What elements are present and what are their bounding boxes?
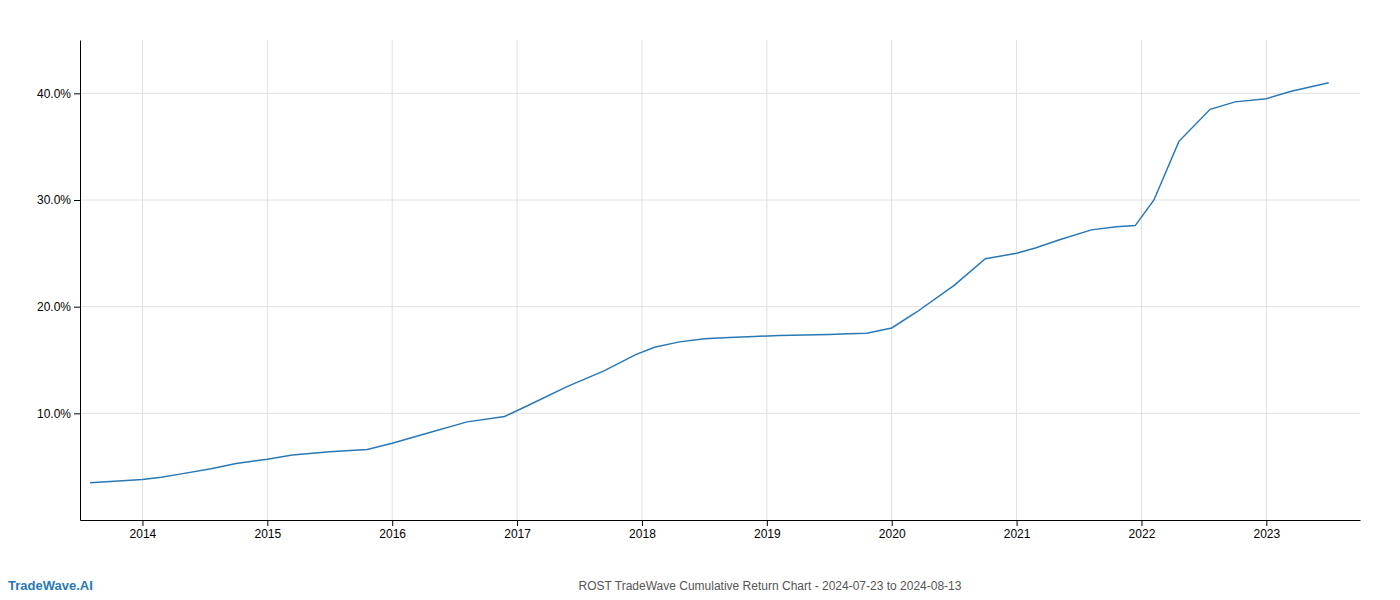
y-tick-label: 40.0% bbox=[37, 87, 71, 101]
x-tick: 2019 bbox=[754, 520, 781, 541]
x-tick: 2021 bbox=[1004, 520, 1031, 541]
grid-line-x bbox=[142, 40, 143, 520]
title: ROST TradeWave Cumulative Return Chart -… bbox=[579, 579, 962, 593]
y-tick: 40.0% bbox=[37, 87, 80, 101]
x-tick: 2023 bbox=[1253, 520, 1280, 541]
y-tick-mark bbox=[74, 307, 80, 308]
x-tick-label: 2017 bbox=[504, 527, 531, 541]
x-tick-label: 2016 bbox=[379, 527, 406, 541]
plot-area bbox=[90, 83, 1329, 483]
y-tick-label: 20.0% bbox=[37, 300, 71, 314]
y-tick: 10.0% bbox=[37, 407, 80, 421]
x-tick: 2018 bbox=[629, 520, 656, 541]
line bbox=[90, 83, 1329, 483]
x-tick: 2016 bbox=[379, 520, 406, 541]
x-tick-mark bbox=[267, 520, 268, 526]
y-tick-mark bbox=[74, 200, 80, 201]
x-tick-label: 2022 bbox=[1129, 527, 1156, 541]
x-tick-label: 2020 bbox=[879, 527, 906, 541]
x-tick-mark bbox=[642, 520, 643, 526]
grid-line-x bbox=[1266, 40, 1267, 520]
x-tick-mark bbox=[392, 520, 393, 526]
x-axis-line bbox=[81, 520, 1361, 521]
grid-line-x bbox=[641, 40, 642, 520]
grid bbox=[80, 40, 1360, 520]
watermark: TradeWave.AI bbox=[8, 578, 93, 593]
x-tick-label: 2014 bbox=[130, 527, 157, 541]
x-tick-label: 2023 bbox=[1253, 527, 1280, 541]
x-tick-mark bbox=[517, 520, 518, 526]
grid-line-x bbox=[1141, 40, 1142, 520]
y-tick-mark bbox=[74, 93, 80, 94]
x-tick: 2014 bbox=[130, 520, 157, 541]
y-axis: 10.0% 20.0% 30.0% 40.0% bbox=[37, 41, 81, 521]
grid-line-x bbox=[392, 40, 393, 520]
x-tick-mark bbox=[1266, 520, 1267, 526]
chart: 2014 2015 2016 2017 2018 2019 2020 2021 2022 2023… bbox=[0, 0, 1400, 600]
y-tick: 30.0% bbox=[37, 193, 80, 207]
x-tick-mark bbox=[767, 520, 768, 526]
grid-line-x bbox=[517, 40, 518, 520]
x-tick-mark bbox=[1141, 520, 1142, 526]
x-tick: 2020 bbox=[879, 520, 906, 541]
x-tick: 2015 bbox=[254, 520, 281, 541]
grid-line-y bbox=[80, 413, 1360, 414]
x-tick-label: 2015 bbox=[254, 527, 281, 541]
grid-line-x bbox=[1016, 40, 1017, 520]
y-tick: 20.0% bbox=[37, 300, 80, 314]
y-tick-label: 30.0% bbox=[37, 193, 71, 207]
x-tick-mark bbox=[142, 520, 143, 526]
y-tick-mark bbox=[74, 413, 80, 414]
y-axis-line bbox=[80, 41, 81, 521]
x-tick: 2022 bbox=[1129, 520, 1156, 541]
grid-line-x bbox=[267, 40, 268, 520]
grid-line-y bbox=[80, 93, 1360, 94]
x-tick-mark bbox=[1017, 520, 1018, 526]
x-tick-mark bbox=[892, 520, 893, 526]
x-tick-label: 2021 bbox=[1004, 527, 1031, 541]
x-tick: 2017 bbox=[504, 520, 531, 541]
grid-line-y bbox=[80, 306, 1360, 307]
x-axis: 2014 2015 2016 2017 2018 2019 2020 2021 2022 2023 bbox=[81, 520, 1361, 541]
y-tick-label: 10.0% bbox=[37, 407, 71, 421]
grid-line-x bbox=[891, 40, 892, 520]
x-tick-label: 2018 bbox=[629, 527, 656, 541]
x-tick-label: 2019 bbox=[754, 527, 781, 541]
grid-line-x bbox=[766, 40, 767, 520]
grid-line-y bbox=[80, 200, 1360, 201]
